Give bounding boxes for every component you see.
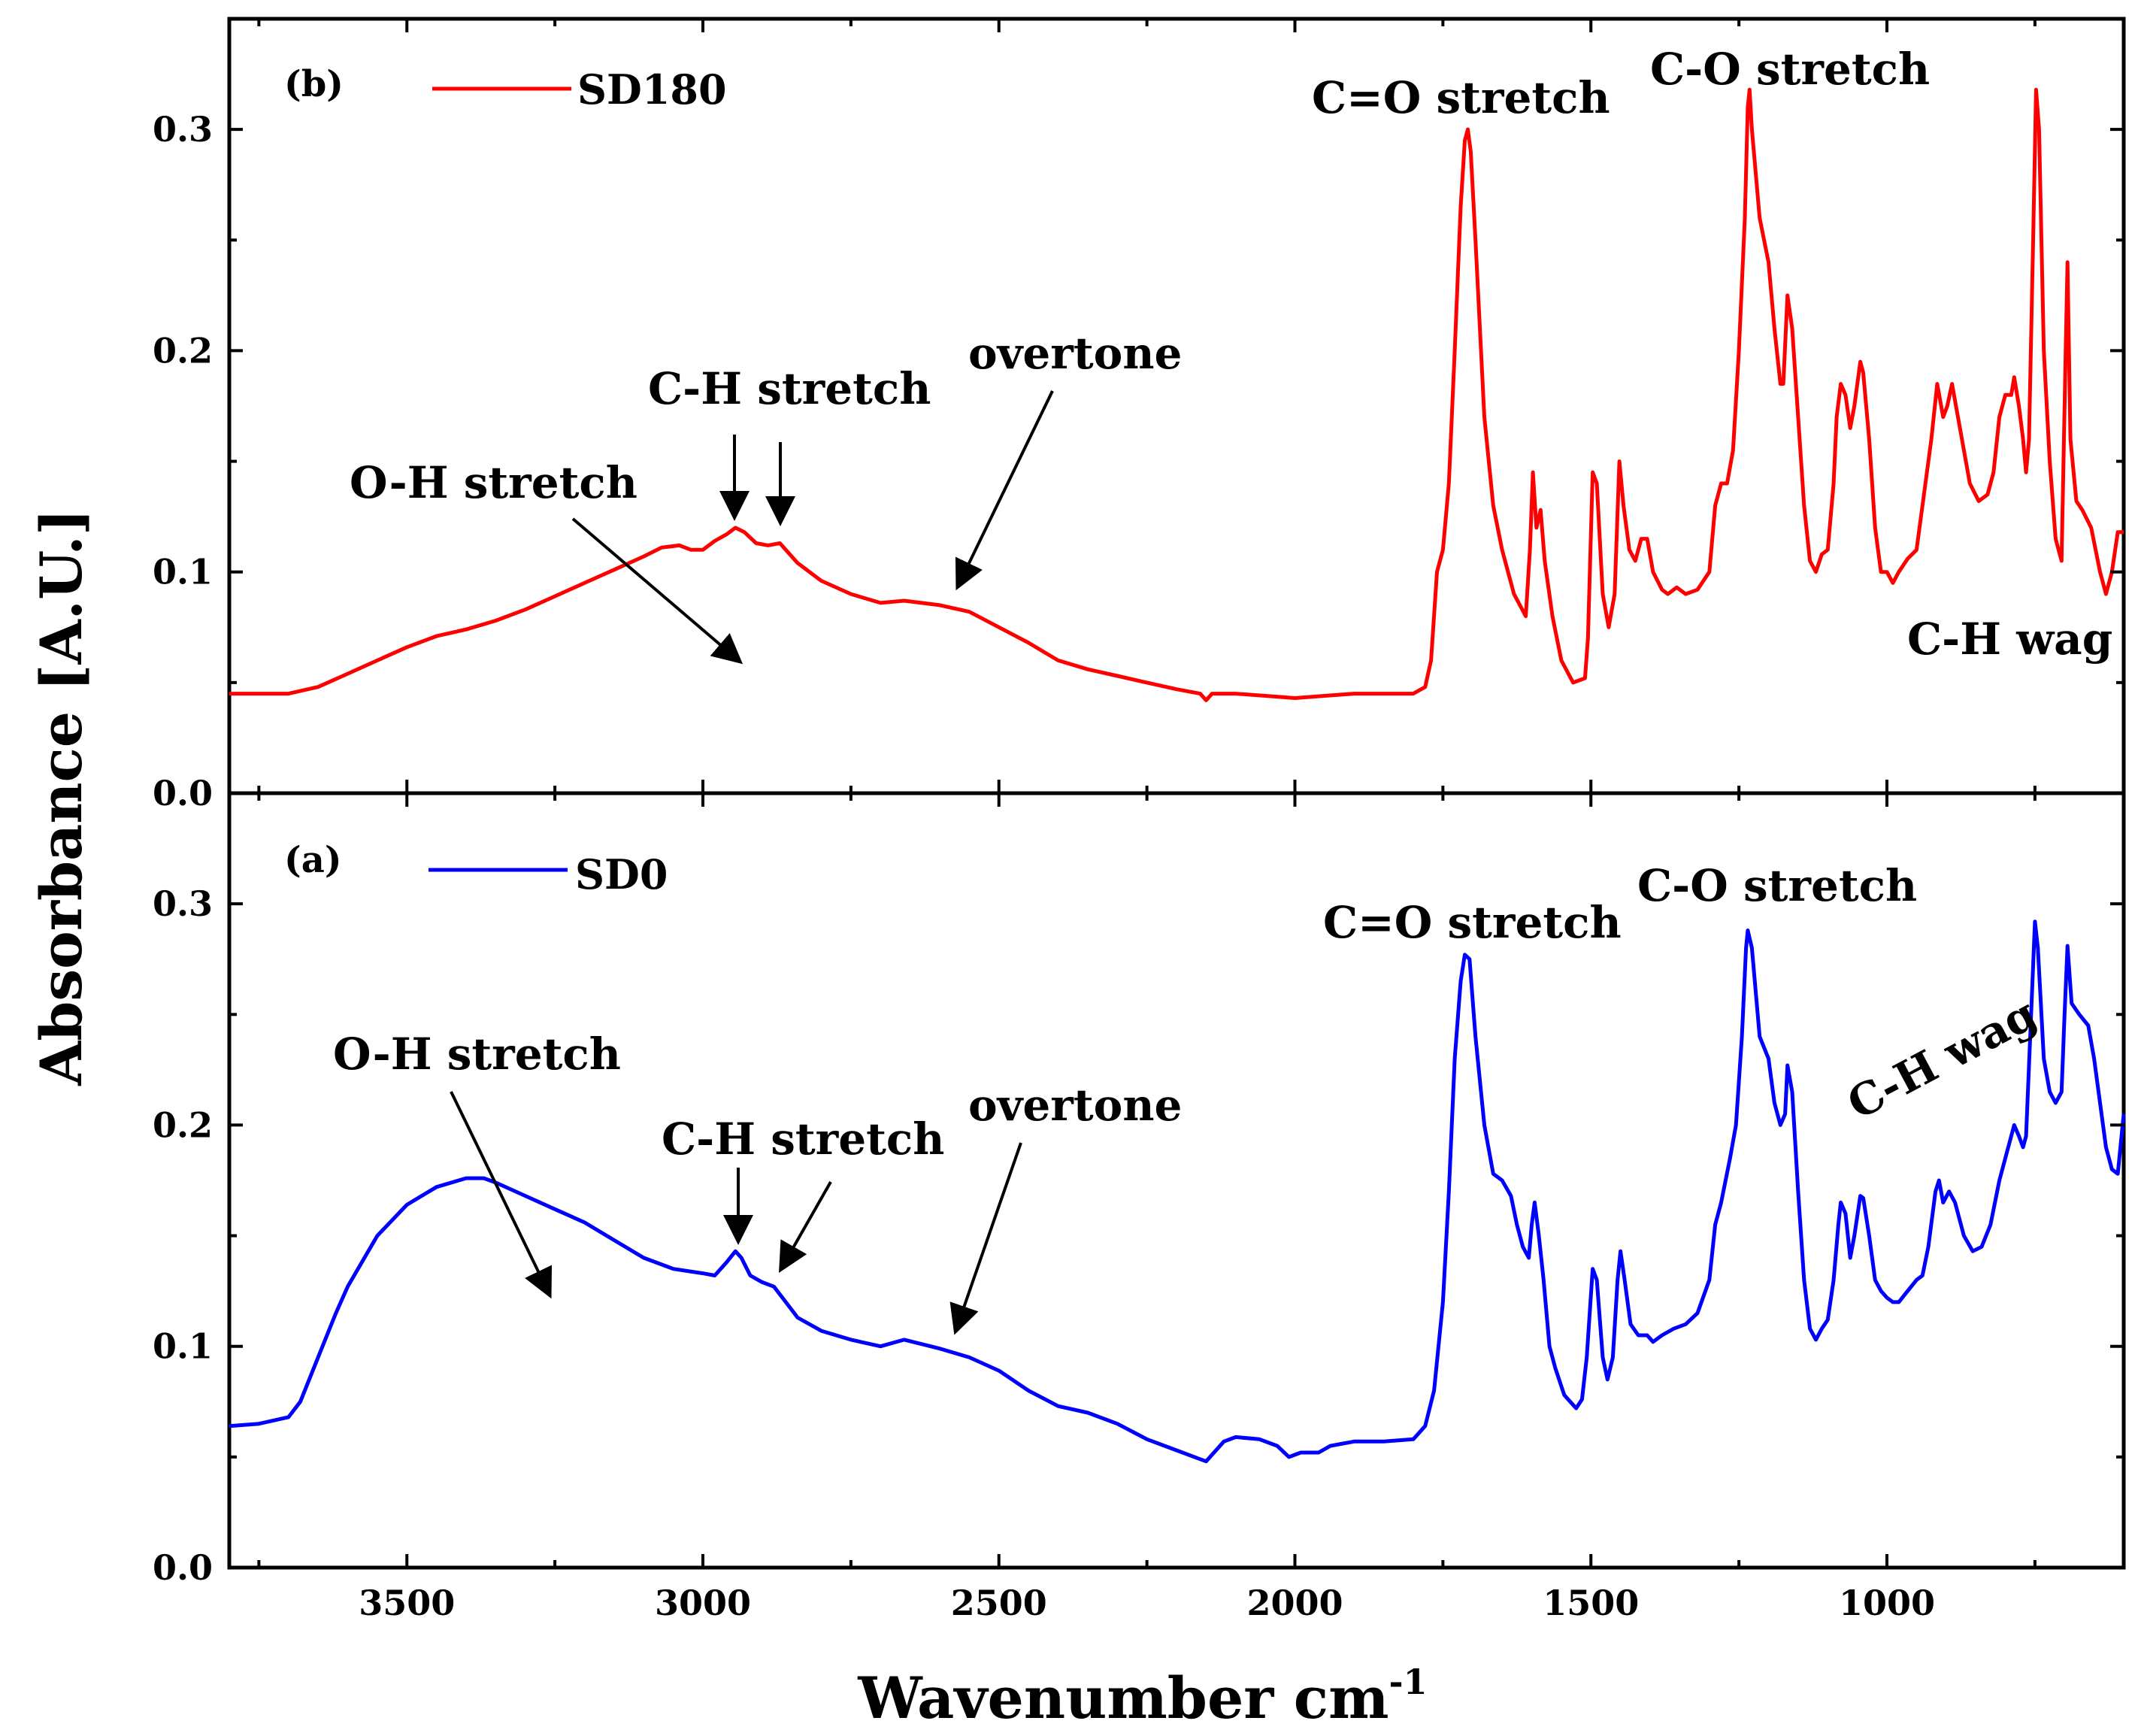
series-line-sd0 xyxy=(229,920,2126,1464)
annotation-a-c-double-o-stretch: C=O stretch xyxy=(1323,897,1622,948)
x-tick-label: 3500 xyxy=(359,1583,455,1623)
x-tick-label: 2000 xyxy=(1246,1583,1343,1623)
series-line-sd180 xyxy=(229,87,2124,702)
annotation-b-overtone: overtone xyxy=(968,328,1182,379)
y-tick-label: 0.0 xyxy=(153,773,213,813)
panel-a-frame xyxy=(227,791,2126,1570)
y-tick-label: 0.1 xyxy=(153,552,213,592)
annotation-b-c-h-wag: C-H wag xyxy=(1907,614,2112,665)
x-tick-label: 3000 xyxy=(655,1583,751,1623)
annotation-a-overtone: overtone xyxy=(968,1080,1182,1131)
y-tick-label: 0.0 xyxy=(153,1547,213,1588)
panel-b-label: (b) xyxy=(284,63,344,105)
annotation-a-c-o-stretch: C-O stretch xyxy=(1637,860,1917,911)
panel-b-ticks: 0.0 0.1 0.2 0.3 xyxy=(153,17,2124,813)
x-tick-label: 1000 xyxy=(1839,1583,1935,1623)
legend-label-sd0: SD0 xyxy=(575,850,668,898)
annotation-a-c-h-wag: C-H wag xyxy=(1840,988,2045,1129)
y-tick-label: 0.3 xyxy=(153,883,213,924)
y-tick-label: 0.2 xyxy=(153,1104,213,1145)
arrow-b-o-h xyxy=(571,517,743,665)
y-axis-title: Absorbance [A.U.] xyxy=(28,508,95,1086)
x-axis-title-main: Wavenumber cm xyxy=(857,1665,1389,1731)
annotation-b-c-double-o-stretch: C=O stretch xyxy=(1312,72,1610,123)
x-axis-ticks: 3500 3000 2500 2000 1500 1000 xyxy=(359,1583,1935,1623)
arrow-a-overtone xyxy=(949,1142,1022,1335)
x-axis-title-superscript: -1 xyxy=(1389,1662,1428,1702)
arrow-b-overtone xyxy=(955,390,1054,591)
x-tick-label: 2500 xyxy=(951,1583,1047,1623)
annotation-b-c-h-stretch: C-H stretch xyxy=(648,363,931,414)
panel-a-ticks: 0.0 0.1 0.2 0.3 xyxy=(153,792,2124,1588)
panel-a-label: (a) xyxy=(284,839,342,881)
annotation-b-c-o-stretch: C-O stretch xyxy=(1650,44,1930,95)
annotation-b-o-h-stretch: O-H stretch xyxy=(350,457,637,508)
y-tick-label: 0.3 xyxy=(153,109,213,150)
arrow-a-c-h-2 xyxy=(779,1181,832,1273)
x-axis-title: Wavenumber cm-1 xyxy=(857,1662,1427,1731)
y-tick-label: 0.2 xyxy=(153,330,213,371)
annotation-a-o-h-stretch: O-H stretch xyxy=(333,1029,621,1080)
legend-label-sd180: SD180 xyxy=(577,65,727,114)
arrow-a-o-h xyxy=(450,1091,553,1299)
annotation-a-c-h-stretch: C-H stretch xyxy=(662,1113,944,1165)
y-tick-label: 0.1 xyxy=(153,1326,213,1367)
x-tick-label: 1500 xyxy=(1543,1583,1639,1623)
